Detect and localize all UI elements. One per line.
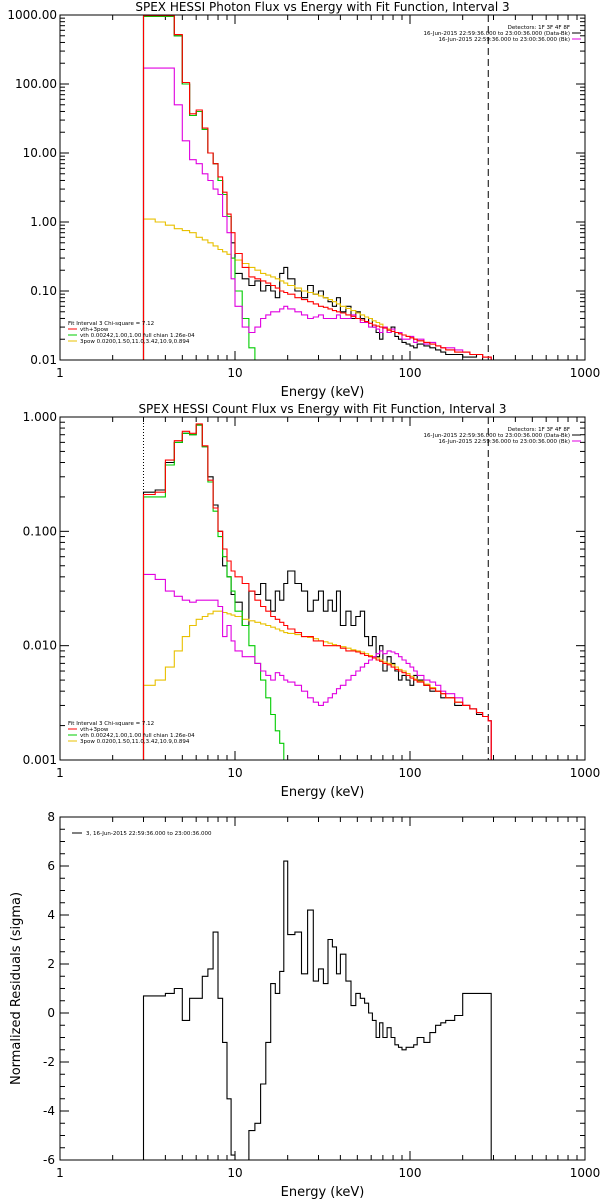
data-area (142, 860, 492, 1160)
y-tick-label: -4 (43, 1104, 55, 1118)
legend-entry: vth+3pow (80, 327, 109, 333)
x-axis-label: Energy (keV) (281, 785, 365, 800)
x-axis-label: Energy (keV) (281, 385, 365, 400)
series-vth-3pow (142, 423, 492, 760)
x-tick-label: 10 (227, 366, 242, 380)
legend-entry: vth 0.00242,1.00,1.00 full chian 1.26e-0… (80, 333, 195, 339)
y-tick-label: 0 (47, 1006, 55, 1020)
y-tick-label: 0.100 (23, 524, 57, 538)
y-tick-label: 0.001 (23, 753, 57, 767)
data-area (142, 423, 492, 760)
x-tick-label: 1 (56, 766, 64, 780)
legend-entry: 3pow 0.0200,1.50,11.0,3.42,10.9,0.894 (80, 739, 190, 745)
x-axis-label: Energy (keV) (281, 1185, 365, 1200)
y-tick-label: -2 (43, 1055, 55, 1069)
series-bk (142, 573, 492, 760)
y-tick-label: -6 (43, 1153, 55, 1167)
legend-entry: vth+3pow (80, 727, 109, 733)
info-line: Detectors: 1F 3F 4F 8F (508, 427, 570, 433)
y-tick-label: 4 (47, 908, 55, 922)
x-tick-label: 100 (399, 366, 422, 380)
y-tick-label: 2 (47, 957, 55, 971)
legend-entry: Fit Interval 3 Chi-square = 7.12 (68, 721, 154, 727)
x-tick-label: 10 (227, 766, 242, 780)
data-area (142, 15, 492, 360)
y-tick-label: 0.010 (23, 639, 57, 653)
y-tick-label: 1.000 (23, 410, 57, 424)
panel-1: SPEX HESSI Photon Flux vs Energy with Fi… (7, 0, 600, 400)
series-data-bk (142, 15, 492, 360)
x-tick-label: 100 (399, 766, 422, 780)
x-tick-label: 10 (227, 1166, 242, 1180)
legend-entry: Fit Interval 3 Chi-square = 7.12 (68, 321, 154, 327)
y-tick-label: 1000.00 (7, 8, 57, 22)
x-tick-label: 1 (56, 1166, 64, 1180)
info-line: 16-Jun-2015 22:59:36.000 to 23:00:36.000… (424, 433, 570, 439)
plot-frame (59, 816, 586, 1161)
y-axis-label: Normalized Residuals (sigma) (9, 892, 24, 1085)
x-tick-label: 1000 (570, 366, 600, 380)
legend-entry: vth 0.00242,1.00,1.00 full chian 1.26e-0… (80, 733, 195, 739)
info-line: 16-Jun-2015 22:59:36.000 to 23:00:36.000… (438, 439, 570, 445)
info-line: 16-Jun-2015 22:59:36.000 to 23:00:36.000… (424, 31, 570, 37)
info-line: 16-Jun-2015 22:59:36.000 to 23:00:36.000… (438, 37, 570, 43)
series-3-16-jun-2015-22-59-36-000-to-23-00-36-000 (142, 860, 492, 1160)
x-tick-label: 1000 (570, 1166, 600, 1180)
series-data-bk (142, 424, 492, 760)
y-tick-label: 100.00 (15, 77, 57, 91)
chart-title: SPEX HESSI Count Flux vs Energy with Fit… (138, 402, 506, 416)
legend-entry: 3, 16-Jun-2015 22:59:36.000 to 23:00:36.… (86, 831, 212, 837)
x-tick-label: 100 (399, 1166, 422, 1180)
y-tick-label: 8 (47, 810, 55, 824)
y-tick-label: 6 (47, 859, 55, 873)
x-tick-label: 1 (56, 366, 64, 380)
y-tick-label: 10.00 (23, 146, 57, 160)
panel-2: SPEX HESSI Count Flux vs Energy with Fit… (23, 402, 600, 800)
legend-entry: 3pow 0.0200,1.50,11.0,3.42,10.9,0.894 (80, 339, 190, 345)
y-tick-label: 0.10 (30, 284, 57, 298)
y-tick-label: 0.01 (30, 353, 57, 367)
plot-frame (59, 416, 586, 761)
series-vth-3pow (142, 15, 492, 360)
chart-title: SPEX HESSI Photon Flux vs Energy with Fi… (135, 0, 509, 14)
x-tick-label: 1000 (570, 766, 600, 780)
y-tick-label: 1.00 (30, 215, 57, 229)
plot-frame (59, 14, 586, 361)
series-3pow (142, 218, 492, 360)
panel-3: 1 10 100 1000 -6 -4 -2 0 2 4 6 8 Energy (keV) Normali… (9, 810, 600, 1200)
info-line: Detectors: 1F 3F 4F 8F (508, 25, 570, 31)
